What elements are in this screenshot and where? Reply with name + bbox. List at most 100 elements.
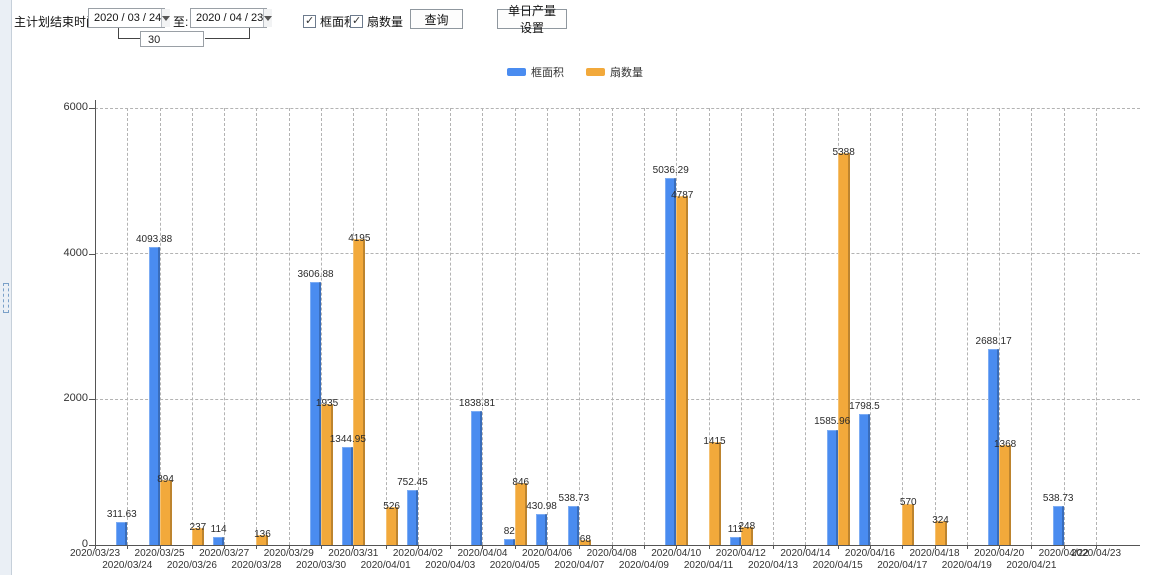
v-gridline bbox=[579, 108, 581, 545]
x-axis-label: 2020/04/02 bbox=[392, 548, 443, 559]
x-tick-mark bbox=[805, 545, 807, 549]
bar-frame-area-2020/04/22 bbox=[1052, 505, 1064, 545]
x-axis-label: 2020/03/30 bbox=[295, 560, 347, 571]
x-axis-label: 2020/03/26 bbox=[166, 560, 217, 571]
bar-value-label: 5388 bbox=[832, 146, 855, 158]
bar-frame-area-2020/03/27 bbox=[213, 536, 225, 545]
x-tick-mark bbox=[1063, 545, 1065, 549]
bar-value-label: 136 bbox=[254, 529, 271, 541]
end-time-label: 主计划结束时间: bbox=[14, 15, 102, 29]
x-tick-mark bbox=[95, 545, 96, 549]
chart-legend: 框面积 扇数量 bbox=[0, 64, 1150, 80]
sash-count-swatch bbox=[586, 68, 605, 76]
splitter-handle[interactable] bbox=[3, 283, 9, 313]
bar-frame-area-2020/04/04 bbox=[471, 411, 483, 545]
y-axis-label: 2000 bbox=[63, 392, 88, 405]
checkbox-frame-area-label: 框面积 bbox=[320, 15, 357, 29]
x-tick-mark bbox=[482, 545, 484, 549]
x-tick-mark bbox=[966, 545, 968, 549]
y-tick-mark bbox=[89, 253, 95, 255]
x-tick-mark bbox=[999, 545, 1001, 549]
v-gridline bbox=[1031, 108, 1033, 545]
chevron-down-icon[interactable] bbox=[263, 9, 273, 27]
bar-sash-count-2020/03/28 bbox=[256, 535, 269, 545]
v-gridline bbox=[288, 108, 290, 545]
v-gridline bbox=[514, 108, 516, 545]
bar-value-label: 311.63 bbox=[106, 509, 137, 521]
x-tick-mark bbox=[837, 545, 839, 549]
x-axis-label: 2020/04/09 bbox=[618, 560, 669, 571]
bar-value-label: 237 bbox=[189, 521, 207, 533]
x-axis-label: 2020/04/15 bbox=[812, 560, 863, 571]
v-gridline bbox=[643, 108, 645, 545]
date-to-combo[interactable]: 2020 / 04 / 23 bbox=[190, 8, 273, 28]
x-tick-mark bbox=[643, 545, 645, 549]
date-from-combo[interactable]: 2020 / 03 / 24 bbox=[88, 8, 171, 28]
bar-value-label: 248 bbox=[738, 520, 756, 532]
v-gridline bbox=[450, 108, 452, 545]
bar-value-label: 111 bbox=[727, 523, 743, 535]
checkbox-frame-area[interactable]: 框面积 bbox=[303, 13, 356, 30]
daily-output-settings-button[interactable]: 单日产量设置 bbox=[497, 4, 567, 35]
x-axis-label: 2020/04/18 bbox=[909, 548, 960, 559]
v-gridline bbox=[902, 108, 904, 545]
checkbox-checked-icon[interactable] bbox=[350, 14, 363, 28]
bar-frame-area-2020/04/07 bbox=[568, 505, 580, 545]
plot-area: 311.63 4093.88 114 3606.88 1344.95 752.45 1838… bbox=[95, 107, 1140, 545]
x-axis-label: 2020/04/10 bbox=[651, 548, 702, 559]
bar-value-label: 894 bbox=[157, 473, 174, 485]
days-input[interactable]: 30 bbox=[140, 31, 204, 47]
x-tick-mark bbox=[127, 545, 129, 549]
v-gridline bbox=[611, 108, 613, 545]
v-gridline bbox=[1063, 108, 1065, 545]
v-gridline bbox=[321, 108, 323, 545]
connector-line-right bbox=[205, 28, 250, 39]
v-gridline bbox=[385, 108, 387, 545]
bar-frame-area-2020/04/16 bbox=[858, 414, 870, 545]
bar-value-label: 430.98 bbox=[526, 500, 557, 512]
bar-frame-area-2020/04/12 bbox=[729, 536, 741, 545]
x-axis-label: 2020/04/08 bbox=[586, 548, 637, 559]
bar-frame-area-2020/04/20 bbox=[988, 349, 1000, 545]
connector-line-left bbox=[118, 28, 142, 39]
v-gridline bbox=[869, 108, 871, 545]
bar-value-label: 1344.95 bbox=[329, 434, 366, 446]
bar-sash-count-2020/04/18 bbox=[934, 521, 947, 545]
x-axis-label: 2020/04/13 bbox=[748, 560, 799, 571]
v-gridline bbox=[999, 108, 1001, 545]
chevron-down-icon[interactable] bbox=[161, 9, 171, 27]
checkbox-checked-icon[interactable] bbox=[303, 14, 316, 28]
x-tick-mark bbox=[1031, 545, 1033, 549]
x-axis-label: 2020/04/03 bbox=[425, 560, 476, 571]
v-gridline bbox=[1095, 108, 1097, 545]
bar-value-label: 114 bbox=[210, 523, 227, 535]
bar-value-label: 1798.5 bbox=[849, 401, 880, 412]
x-tick-mark bbox=[902, 545, 904, 549]
bar-sash-count-2020/04/01 bbox=[385, 506, 398, 545]
x-axis-label: 2020/04/21 bbox=[1006, 560, 1057, 571]
bar-value-label: 1935 bbox=[315, 398, 339, 410]
bar-frame-area-2020/03/25 bbox=[148, 246, 160, 545]
x-axis-label: 2020/03/23 bbox=[69, 548, 121, 559]
bar-sash-count-2020/04/07 bbox=[579, 540, 592, 545]
x-axis-label: 2020/04/11 bbox=[683, 560, 734, 571]
bar-value-label: 1585.96 bbox=[814, 416, 851, 428]
y-tick-mark bbox=[89, 399, 95, 401]
x-tick-mark bbox=[579, 545, 581, 549]
x-axis-label: 2020/04/07 bbox=[554, 560, 605, 571]
legend-label: 扇数量 bbox=[610, 67, 643, 79]
bar-value-label: 538.73 bbox=[1042, 492, 1074, 504]
v-gridline bbox=[482, 108, 484, 545]
checkbox-sash-count[interactable]: 扇数量 bbox=[350, 13, 403, 30]
x-axis-label: 2020/03/24 bbox=[102, 560, 153, 571]
bar-value-label: 752.45 bbox=[397, 477, 428, 489]
bar-frame-area-2020/03/24 bbox=[116, 522, 128, 545]
x-axis-label: 2020/04/20 bbox=[974, 548, 1025, 559]
x-axis-label: 2020/03/27 bbox=[199, 548, 250, 559]
query-button[interactable]: 查询 bbox=[410, 9, 463, 29]
bar-value-label: 846 bbox=[512, 477, 530, 489]
v-gridline bbox=[708, 108, 710, 545]
bar-value-label: 570 bbox=[899, 497, 917, 509]
bar-value-label: 4093.88 bbox=[136, 233, 173, 245]
bar-frame-area-2020/04/05 bbox=[503, 539, 515, 545]
